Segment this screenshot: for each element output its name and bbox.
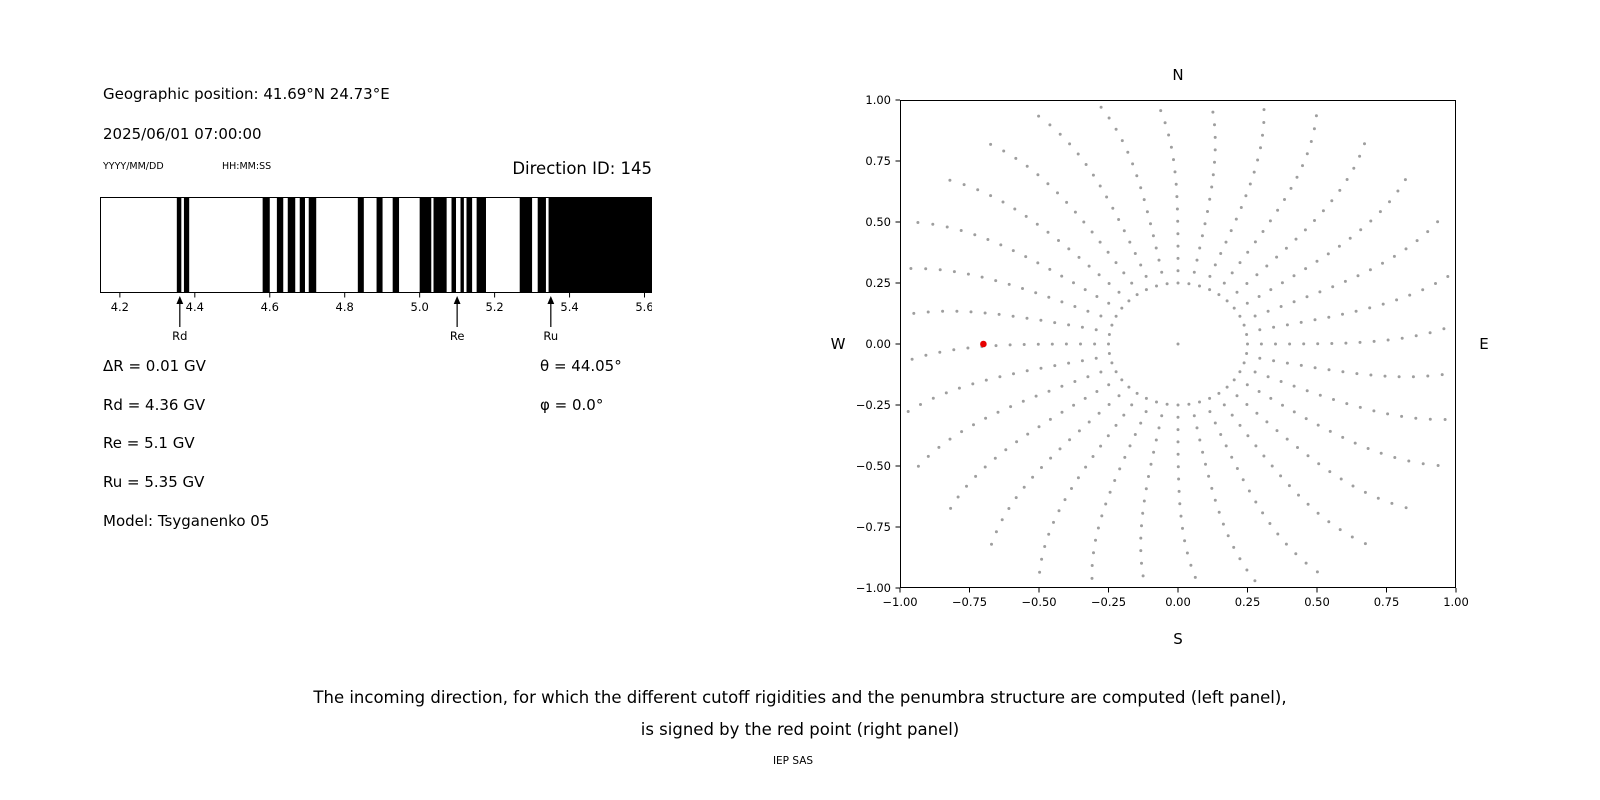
svg-text:4.8: 4.8	[336, 300, 354, 314]
svg-text:0.00: 0.00	[865, 337, 891, 351]
svg-text:−0.25: −0.25	[856, 398, 891, 412]
caption-line-1: The incoming direction, for which the di…	[313, 688, 1287, 707]
time-format-label: HH:MM:SS	[222, 161, 272, 172]
compass-west-label: W	[831, 335, 846, 353]
penumbra-frame	[100, 197, 652, 293]
svg-text:−0.50: −0.50	[856, 459, 891, 473]
compass-south-label: S	[1173, 630, 1183, 648]
svg-text:5.2: 5.2	[485, 300, 503, 314]
svg-text:−1.00: −1.00	[882, 595, 917, 609]
svg-text:Ru: Ru	[543, 329, 558, 343]
re-text: Re = 5.1 GV	[103, 434, 195, 452]
svg-text:−0.25: −0.25	[1091, 595, 1126, 609]
svg-text:1.00: 1.00	[1443, 595, 1469, 609]
svg-text:−0.50: −0.50	[1021, 595, 1056, 609]
compass-north-label: N	[1172, 66, 1183, 84]
dirmap-frame	[900, 100, 1456, 588]
direction-id-text: Direction ID: 145	[512, 159, 652, 178]
dirmap-xticks: −1.00 −0.75 −0.50 −0.25 0.00 0.25 0.50 0.75 1.00	[882, 588, 1469, 609]
svg-text:4.2: 4.2	[111, 300, 129, 314]
caption-line-2: is signed by the red point (right panel)	[640, 720, 960, 739]
phi-text: φ = 0.0°	[540, 396, 604, 414]
compass-labels: N S W E	[831, 66, 1489, 648]
svg-text:4.4: 4.4	[186, 300, 204, 314]
ru-text: Ru = 5.35 GV	[103, 473, 205, 491]
selected-direction-point	[980, 340, 987, 348]
date-format-label: YYYY/MM/DD	[103, 161, 164, 172]
svg-text:0.50: 0.50	[1304, 595, 1330, 609]
svg-text:5.4: 5.4	[560, 300, 578, 314]
svg-text:−0.75: −0.75	[856, 520, 891, 534]
svg-text:5.6: 5.6	[635, 300, 652, 314]
svg-text:0.75: 0.75	[1374, 595, 1400, 609]
svg-text:0.00: 0.00	[1165, 595, 1191, 609]
cutoff-markers: Rd Re Ru	[172, 296, 558, 343]
compass-east-label: E	[1479, 335, 1488, 353]
datetime-text: 2025/06/01 07:00:00	[103, 125, 262, 143]
svg-text:−1.00: −1.00	[856, 581, 891, 595]
svg-text:5.0: 5.0	[411, 300, 429, 314]
svg-text:0.25: 0.25	[865, 276, 891, 290]
dirmap-yticks: −1.00 −0.75 −0.50 −0.25 0.00 0.25 0.50 0.75 1.00	[856, 93, 900, 595]
svg-text:1.00: 1.00	[865, 93, 891, 107]
geo-position-text: Geographic position: 41.69°N 24.73°E	[103, 85, 390, 103]
rd-text: Rd = 4.36 GV	[103, 396, 206, 414]
svg-text:0.75: 0.75	[865, 154, 891, 168]
svg-text:−0.75: −0.75	[952, 595, 987, 609]
svg-text:0.25: 0.25	[1235, 595, 1261, 609]
svg-text:0.50: 0.50	[865, 215, 891, 229]
direction-map-chart: −1.00 −0.75 −0.50 −0.25 0.00 0.25 0.50 0.75 1.00…	[831, 66, 1489, 648]
penumbra-chart: 4.2 4.4 4.6 4.8 5.0 5.2 5.4 5.6 Rd Re Ru	[100, 197, 652, 343]
penumbra-xticks: 4.2 4.4 4.6 4.8 5.0 5.2 5.4 5.6	[111, 293, 652, 314]
model-text: Model: Tsyganenko 05	[103, 512, 270, 530]
svg-text:Re: Re	[450, 329, 465, 343]
penumbra-bands	[176, 198, 652, 292]
credit-text: IEP SAS	[772, 755, 814, 767]
svg-text:Rd: Rd	[172, 329, 187, 343]
svg-text:4.6: 4.6	[261, 300, 279, 314]
direction-dots	[900, 100, 1456, 588]
delta-r-text: ΔR = 0.01 GV	[103, 357, 206, 375]
theta-text: θ = 44.05°	[540, 357, 622, 375]
